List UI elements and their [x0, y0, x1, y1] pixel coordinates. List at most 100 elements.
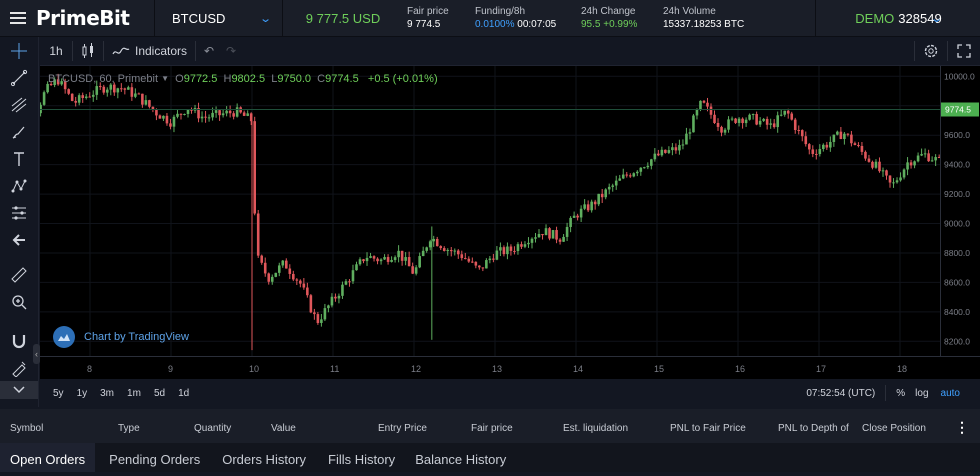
lock-drawings-icon[interactable] — [0, 354, 38, 381]
candle-body — [625, 174, 629, 176]
candle-body — [881, 170, 885, 172]
zoom-in-icon[interactable] — [0, 288, 38, 315]
chart-legend: BTCUSD, 60, Primebit ▼ O9772.5 H9802.5 L… — [48, 73, 438, 85]
undo-icon[interactable]: ↶ — [204, 44, 215, 58]
candle-body — [351, 270, 355, 282]
text-icon[interactable] — [0, 145, 38, 172]
magnet-icon[interactable] — [0, 327, 38, 354]
candle-body — [169, 123, 172, 127]
candle-body — [274, 272, 278, 277]
candlestick-plot[interactable] — [7, 66, 980, 356]
chart-toolbar: 1h Indicators ↶ ↷ — [40, 37, 980, 66]
candle-body — [702, 100, 706, 103]
candle-body — [723, 129, 727, 133]
trend-line-icon[interactable] — [0, 64, 38, 91]
candle-body — [414, 267, 418, 274]
candle-body — [843, 133, 846, 140]
price-chart[interactable] — [7, 66, 980, 356]
candle-body — [113, 84, 116, 93]
candle-body — [120, 88, 123, 90]
more-options-icon[interactable]: ⋮ — [955, 419, 969, 435]
candle-body — [127, 87, 130, 90]
candle-body — [453, 250, 457, 252]
candle-body — [316, 314, 320, 323]
candle-body — [667, 150, 671, 153]
price-tick-label: 8600.0 — [944, 277, 970, 287]
range-1m[interactable]: 1m — [127, 387, 141, 399]
positions-table-header: Symbol Type Quantity Value Entry Price F… — [0, 409, 980, 443]
candle-body — [864, 151, 867, 159]
candle-body — [758, 120, 762, 125]
time-axis[interactable]: 8 9 10 11 12 13 14 15 16 17 18 — [40, 356, 980, 379]
symbol-selector[interactable]: BTCUSD ⌄ — [155, 11, 282, 26]
tab-fills-history[interactable]: Fills History — [328, 452, 396, 467]
percent-toggle[interactable]: % — [896, 387, 906, 399]
candle-body — [937, 157, 941, 159]
tab-pending-orders[interactable]: Pending Orders — [109, 452, 201, 467]
candle-body — [797, 129, 801, 131]
candle-body — [442, 248, 446, 251]
candles-icon[interactable] — [73, 43, 103, 59]
hamburger-menu-icon[interactable] — [0, 0, 36, 36]
auto-toggle[interactable]: auto — [940, 387, 960, 399]
candle-body — [95, 86, 99, 95]
candle-body — [681, 144, 685, 146]
candle-body — [923, 153, 927, 155]
chevron-down-icon: ⌄ — [258, 12, 272, 25]
candle-body — [263, 262, 267, 274]
candle-body — [281, 260, 285, 266]
candle-body — [267, 273, 271, 282]
price-axis[interactable]: 10000.09800.09600.09400.09200.09000.0880… — [940, 66, 980, 356]
candle-body — [260, 255, 264, 263]
candle-body — [63, 81, 67, 90]
range-5d[interactable]: 5d — [153, 387, 166, 399]
candle-body — [572, 215, 576, 218]
fib-retracement-icon[interactable] — [0, 91, 38, 118]
brush-icon[interactable] — [0, 118, 38, 145]
candle-body — [692, 115, 695, 133]
settings-gear-icon[interactable] — [915, 43, 947, 59]
col-close-position: Close Position — [862, 423, 926, 434]
col-pnl-fair: PNL to Fair Price — [670, 423, 746, 434]
chevron-down-icon[interactable] — [0, 381, 38, 399]
account-selector[interactable]: DEMO 328549 ⌄ — [815, 0, 980, 36]
range-5y[interactable]: 5y — [53, 387, 64, 399]
candle-body — [225, 110, 228, 114]
stat-24h-volume: 24h Volume 15337.18253 BTC — [663, 6, 745, 30]
col-entry-price: Entry Price — [378, 423, 427, 434]
fullscreen-icon[interactable] — [948, 44, 980, 58]
indicators-button[interactable]: Indicators — [104, 44, 195, 58]
candle-body — [109, 84, 113, 90]
tab-open-orders[interactable]: Open Orders — [0, 443, 96, 472]
top-bar: PrimeBit BTCUSD ⌄ 9 777.5 USD Fair price… — [0, 0, 980, 37]
tab-balance-history[interactable]: Balance History — [415, 452, 507, 467]
prediction-icon[interactable] — [0, 199, 38, 226]
tradingview-badge[interactable]: Chart by TradingView — [53, 326, 189, 348]
candle-body — [372, 256, 376, 259]
pattern-icon[interactable] — [0, 172, 38, 199]
collapse-toolbar-handle[interactable]: ‹ — [33, 344, 40, 364]
candle-body — [544, 228, 548, 236]
redo-icon[interactable]: ↷ — [226, 44, 237, 58]
primebit-logo[interactable]: PrimeBit — [36, 6, 130, 30]
range-3m[interactable]: 3m — [100, 387, 115, 399]
candle-body — [713, 114, 716, 123]
candle-body — [829, 141, 832, 148]
candle-body — [183, 113, 186, 115]
range-1d[interactable]: 1d — [178, 387, 190, 399]
candle-body — [105, 89, 109, 93]
candle-body — [706, 102, 709, 107]
range-1y[interactable]: 1y — [76, 387, 88, 399]
ruler-icon[interactable] — [0, 261, 38, 288]
candle-body — [485, 260, 488, 269]
log-toggle[interactable]: log — [915, 387, 929, 399]
candle-body — [867, 158, 871, 162]
candle-body — [46, 83, 49, 93]
time-tick-label: 11 — [330, 364, 339, 374]
candle-body — [678, 145, 681, 151]
crosshair-icon[interactable] — [0, 37, 38, 64]
tab-orders-history[interactable]: Orders History — [222, 452, 307, 467]
interval-button[interactable]: 1h — [49, 44, 63, 58]
arrow-left-icon[interactable] — [0, 226, 38, 253]
candle-body — [765, 118, 769, 125]
